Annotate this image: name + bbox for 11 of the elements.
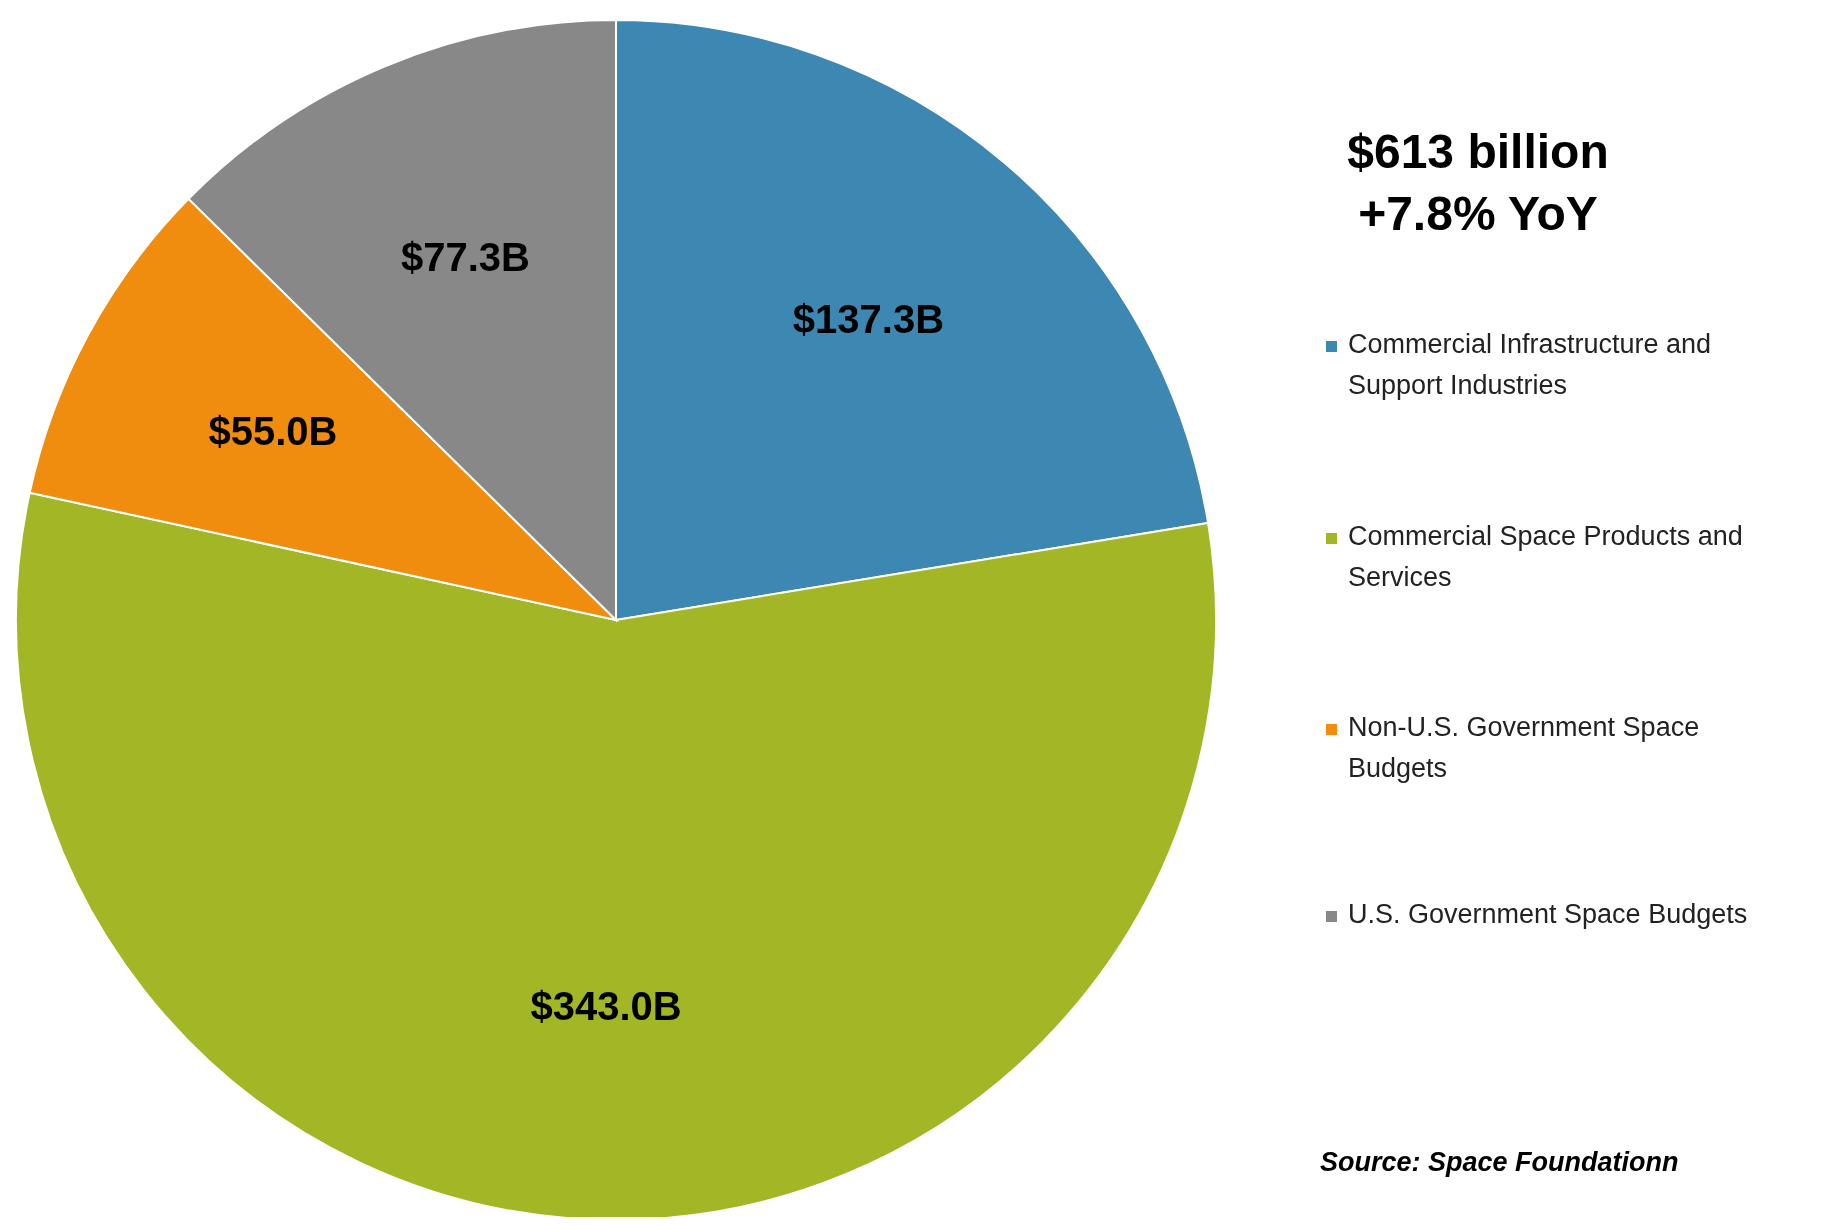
source-note: Source: Space Foundationn — [1320, 1147, 1679, 1177]
legend-label: Commercial Infrastructure and Support Industries — [1348, 329, 1712, 400]
data-label: $55.0B — [208, 408, 338, 453]
text: +7.8% YoY — [1358, 187, 1598, 240]
legend-label: Commercial Space Products and Services — [1348, 521, 1743, 592]
legend-label: Non-U.S. Government Space Budgets — [1348, 712, 1700, 783]
text: $613 billion — [1347, 125, 1609, 178]
data-label: $343.0B — [530, 984, 682, 1029]
data-label: $137.3B — [792, 297, 945, 342]
legend-label: U.S. Government Space Budgets — [1348, 899, 1748, 929]
data-label: $77.3B — [400, 234, 530, 279]
